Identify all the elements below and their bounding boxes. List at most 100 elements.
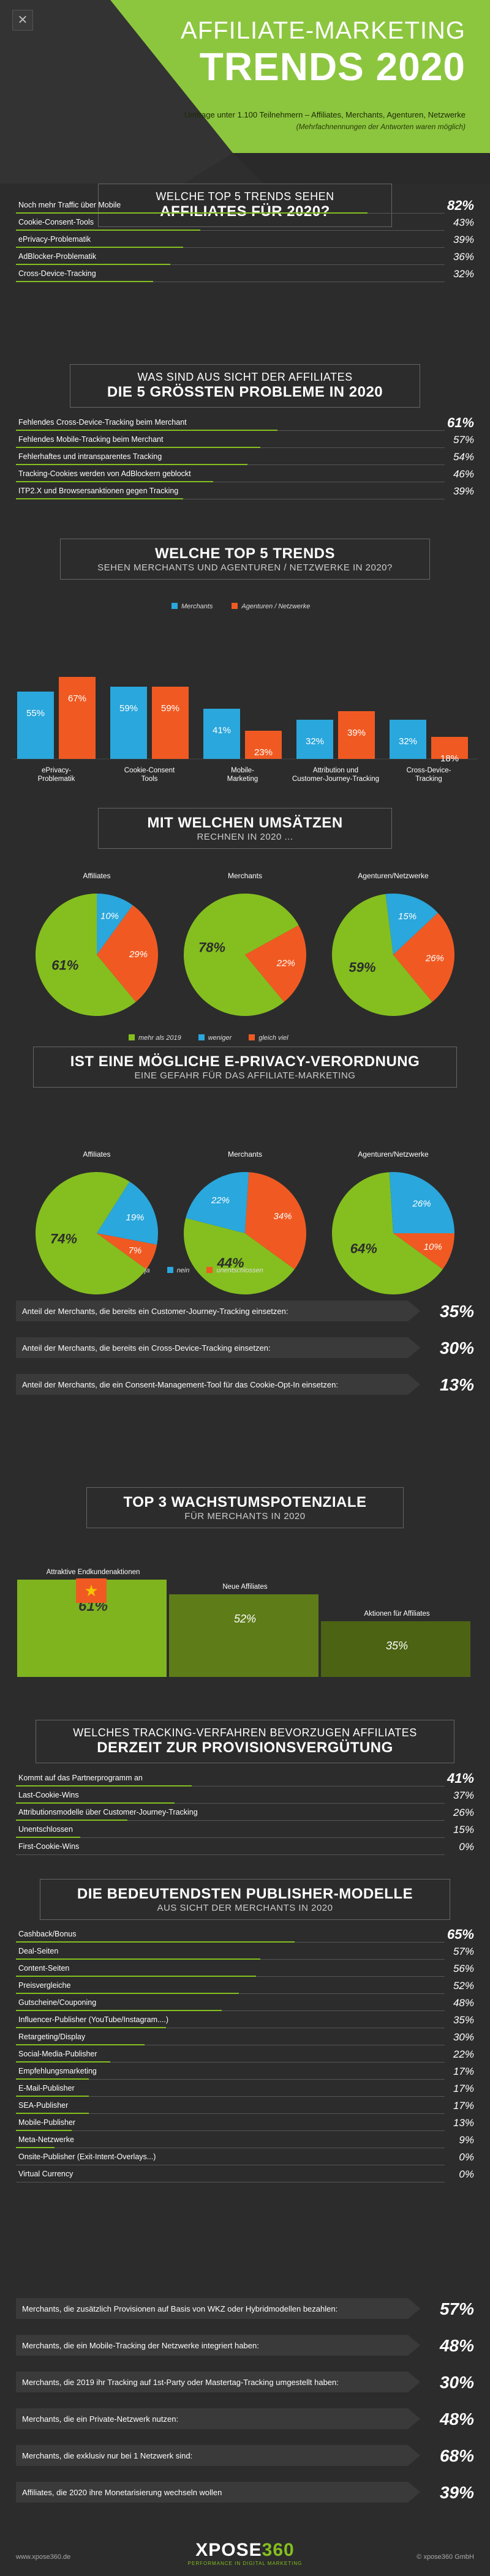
row-bar [16, 2113, 89, 2114]
pie-value-label: 7% [129, 1245, 142, 1256]
section8-title-l2: AUS SICHT DER MERCHANTS IN 2020 [157, 1903, 333, 1913]
row-bar [16, 2130, 72, 2131]
bar-agenturen [431, 737, 468, 759]
list-row: Tracking-Cookies werden von AdBlockern g… [16, 468, 474, 482]
pie-slice [97, 905, 158, 1002]
row-label: Onsite-Publisher (Exit-Intent-Overlays..… [18, 2152, 156, 2161]
row-value: 35% [453, 2014, 474, 2026]
bar-category-label: Cookie-Consent [124, 767, 175, 774]
list-row: Empfehlungsmarketing 17% [16, 2065, 474, 2080]
row-value: 57% [453, 434, 474, 446]
section2-title-l1: WAS SIND AUS SICHT DER AFFILIATES [137, 371, 353, 383]
brand-name: XPOSE [195, 2540, 262, 2560]
row-value: 43% [453, 217, 474, 228]
growth-bar [169, 1594, 318, 1677]
stat-arrow-bar [16, 2408, 420, 2429]
row-label: E-Mail-Publisher [18, 2084, 75, 2093]
pie-slice [393, 1233, 454, 1269]
list-row: Retargeting/Display 30% [16, 2031, 474, 2045]
row-value: 30% [453, 2031, 474, 2043]
bar-category-label: Customer-Journey-Tracking [292, 775, 379, 783]
section4-title: MIT WELCHEN UMSÄTZEN RECHNEN IN 2020 ... [0, 808, 490, 849]
header-info: Umfrage unter 1.100 Teilnehmern – Affili… [184, 110, 466, 119]
legend-merchants-label: Merchants [181, 603, 213, 610]
pie-slice [97, 1181, 158, 1245]
header-note: (Mehrfachnennungen der Antworten waren m… [296, 122, 466, 131]
pie-slice [97, 894, 133, 955]
row-value: 15% [453, 1824, 474, 1835]
row-label: SEA-Publisher [18, 2101, 69, 2110]
section4-title-l2: RECHNEN IN 2020 ... [197, 832, 293, 842]
pie-value-label: 10% [100, 911, 119, 921]
pie-value-label: 74% [50, 1231, 77, 1246]
row-bar [16, 481, 213, 482]
row-bar [16, 1820, 127, 1821]
bar-merchants [296, 720, 333, 759]
row-baseline [16, 1854, 445, 1855]
row-baseline [16, 2130, 445, 2131]
pie-value-label: 78% [198, 940, 225, 955]
pie-title: Affiliates [83, 872, 110, 880]
list-row: Fehlerhaftes und intransparentes Trackin… [16, 450, 474, 465]
pie-value-label: 22% [276, 958, 295, 969]
list-row: First-Cookie-Wins 0% [16, 1840, 474, 1855]
stat-value: 57% [439, 2299, 474, 2318]
bar-agenturen [152, 687, 189, 759]
row-value: 17% [453, 2100, 474, 2111]
row-value: 0% [459, 2151, 474, 2163]
list-row: Virtual Currency 0% [16, 2168, 474, 2182]
row-label: Content-Seiten [18, 1964, 70, 1973]
list-row: Meta-Netzwerke 9% [16, 2134, 474, 2148]
pie-value-label: 61% [51, 958, 78, 973]
stat-arrow-bar [16, 1374, 420, 1395]
row-label: Tracking-Cookies werden von AdBlockern g… [18, 469, 191, 478]
row-label: Social-Media-Publisher [18, 2050, 97, 2058]
row-bar [16, 2027, 166, 2028]
footer-website[interactable]: www.xpose360.de [16, 2553, 71, 2561]
stat-arrow-bar [16, 2335, 420, 2356]
row-bar [16, 1958, 260, 1960]
row-baseline [16, 264, 445, 265]
stat-text: Merchants, die exklusiv nur bei 1 Netzwe… [22, 2451, 193, 2460]
bar-merchants [203, 709, 240, 759]
pie-legend-item: gleich viel [249, 1034, 288, 1042]
pie-value-label: 64% [350, 1241, 377, 1256]
section4-title-l1: MIT WELCHEN UMSÄTZEN [147, 815, 343, 831]
row-baseline [16, 2010, 445, 2011]
list-row: SEA-Publisher 17% [16, 2099, 474, 2114]
legend-label: weniger [208, 1034, 232, 1042]
row-label: Mobile-Publisher [18, 2118, 76, 2127]
row-value: 32% [453, 268, 474, 280]
row-value: 26% [453, 1807, 474, 1818]
section1-list: Noch mehr Traffic über Mobile 82% Cookie-C… [16, 198, 474, 285]
list-row: Influencer-Publisher (YouTube/Instagram.… [16, 2014, 474, 2028]
section8-title: DIE BEDEUTENDSTEN PUBLISHER-MODELLE AUS … [0, 1879, 490, 1920]
pie-slice [245, 925, 307, 1002]
list-row: Kommt auf das Partnerprogramm an 41% [16, 1771, 474, 1786]
section7-title-l1: WELCHES TRACKING-VERFAHREN BEVORZUGEN AF… [73, 1727, 417, 1739]
pie-value-label: 59% [349, 960, 376, 975]
bar-value-label: 23% [254, 747, 273, 758]
row-bar [16, 2010, 222, 2011]
stat-row: Anteil der Merchants, die bereits ein Cr… [16, 1337, 474, 1358]
stat-arrow-bar [16, 1337, 420, 1358]
list-row: AdBlocker-Problematik 36% [16, 250, 474, 265]
stat-arrow-bar [16, 1301, 420, 1321]
list-row: Fehlendes Cross-Device-Tracking beim Mer… [16, 415, 474, 431]
section8-title-l1: DIE BEDEUTENDSTEN PUBLISHER-MODELLE [77, 1886, 413, 1902]
row-label: Gutscheine/Couponing [18, 1998, 97, 2007]
pie-slice [385, 894, 438, 955]
bar-value-label: 32% [399, 736, 417, 747]
row-bar [16, 1837, 80, 1838]
stat-value: 39% [439, 2483, 474, 2502]
legend-swatch [249, 1034, 255, 1040]
list-row: Preisvergleiche 52% [16, 1979, 474, 1994]
bar-agenturen [338, 711, 375, 759]
row-bar [16, 464, 247, 465]
stat-row: Anteil der Merchants, die bereits ein Cu… [16, 1301, 474, 1321]
row-bar [16, 212, 368, 214]
stat-text: Merchants, die ein Mobile-Tracking der N… [22, 2341, 259, 2350]
bar-merchants [390, 720, 426, 759]
stat-text: Anteil der Merchants, die bereits ein Cr… [22, 1343, 271, 1353]
row-value: 13% [453, 2117, 474, 2129]
